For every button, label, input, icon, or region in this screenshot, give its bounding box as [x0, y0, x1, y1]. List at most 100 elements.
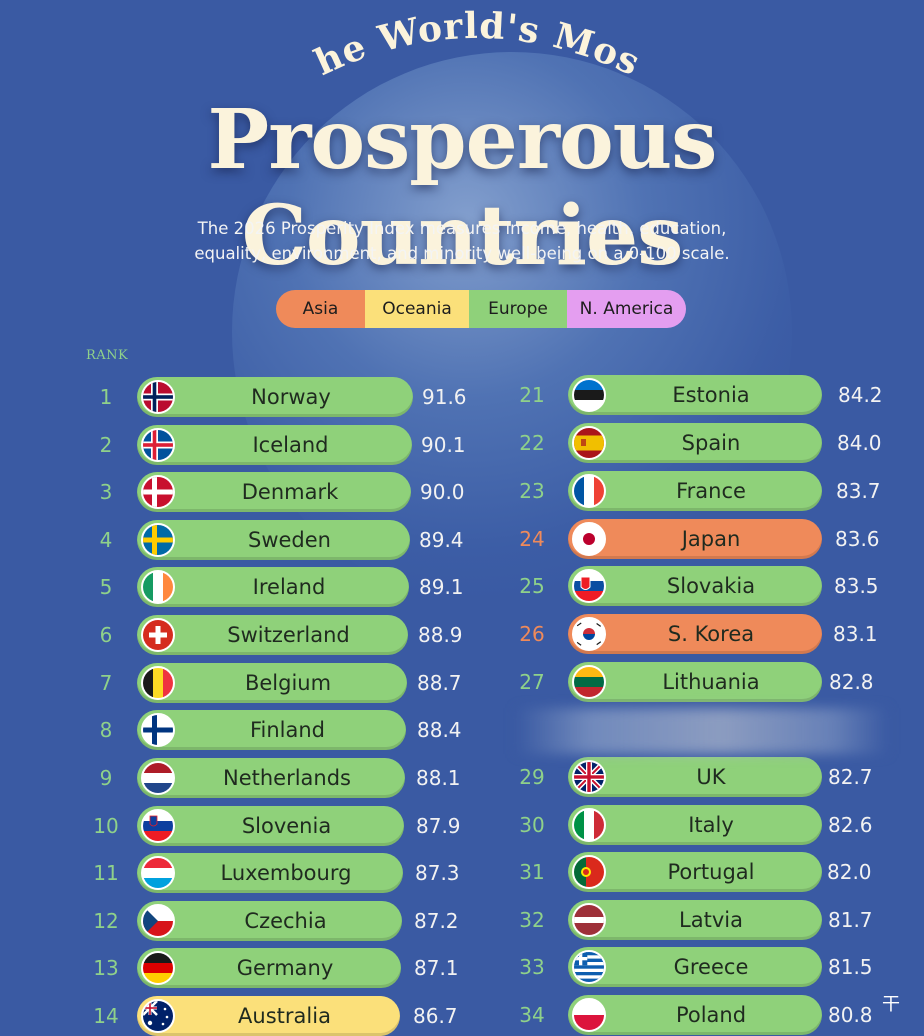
- country-pill: Spain: [568, 423, 822, 463]
- table-row: 10 Slovenia 87.9: [0, 806, 924, 846]
- rank-label: 24: [519, 527, 545, 551]
- rank-label: 30: [519, 813, 545, 837]
- score-label: 82.8: [829, 670, 874, 694]
- country-pill: Australia: [137, 996, 400, 1036]
- country-name: France: [676, 479, 746, 503]
- table-row: 29 UK 82.7: [0, 757, 924, 797]
- score-label: 83.5: [834, 574, 879, 598]
- score-label: 88.7: [417, 671, 462, 695]
- globe-background: [232, 52, 792, 612]
- country-name: Greece: [673, 955, 749, 979]
- main-title: Prosperous Countries: [207, 92, 718, 284]
- rank-label: 13: [93, 956, 119, 980]
- country-name: Germany: [236, 956, 334, 980]
- rank-label: 4: [99, 528, 113, 552]
- flag-slovenia-icon: [141, 809, 175, 843]
- country-name: Denmark: [241, 480, 339, 504]
- table-row: 26 S. Korea 83.1: [0, 614, 924, 654]
- country-name: Estonia: [672, 383, 750, 407]
- flag-czechia-icon: [141, 904, 175, 938]
- rank-label: 7: [99, 671, 113, 695]
- score-label: 81.7: [828, 908, 873, 932]
- table-row: 7 Belgium 88.7: [0, 663, 924, 703]
- flag-slovakia-icon: [572, 569, 606, 603]
- score-label: 80.8: [828, 1003, 873, 1027]
- rank-label: 23: [519, 479, 545, 503]
- flag-netherlands-icon: [141, 761, 175, 795]
- score-label: 87.1: [414, 956, 459, 980]
- score-label: 82.0: [827, 860, 872, 884]
- rank-label: 14: [93, 1004, 119, 1028]
- rank-label: 29: [519, 765, 545, 789]
- table-row: 27 Lithuania 82.8: [0, 662, 924, 702]
- rank-label: 21: [519, 383, 545, 407]
- subtitle-line-1: The 2026 Prosperity Index measures incom…: [197, 219, 727, 238]
- country-pill: Czechia: [137, 901, 402, 941]
- arc-title: The World's Most: [0, 0, 646, 84]
- score-label: 89.4: [419, 528, 464, 552]
- country-pill: Denmark: [137, 472, 411, 512]
- country-pill: Sweden: [137, 520, 410, 560]
- table-row: 33 Greece 81.5: [0, 947, 924, 987]
- country-name: Luxembourg: [220, 861, 352, 885]
- flag-uk-icon: [572, 760, 606, 794]
- subtitle: The 2026 Prosperity Index measures incom…: [150, 216, 774, 266]
- flag-norway-icon: [141, 380, 175, 414]
- legend-item-asia: Asia: [276, 290, 365, 328]
- flag-portugal-icon: [572, 855, 606, 889]
- flag-switzerland-icon: [141, 618, 175, 652]
- flag-sweden-icon: [141, 523, 175, 557]
- flag-latvia-icon: [572, 903, 606, 937]
- country-name: Czechia: [244, 909, 327, 933]
- rank-label: 32: [519, 908, 545, 932]
- score-label: 86.7: [413, 1004, 458, 1028]
- rank-label: 8: [99, 718, 113, 742]
- country-name: Slovenia: [241, 814, 332, 838]
- flag-spain-icon: [572, 426, 606, 460]
- score-label: 83.1: [833, 622, 878, 646]
- country-pill: Norway: [137, 377, 413, 417]
- country-name: Netherlands: [222, 766, 351, 790]
- country-name: Iceland: [252, 433, 329, 457]
- rank-label: 26: [519, 622, 545, 646]
- country-pill: Japan: [568, 519, 822, 559]
- table-row: 8 Finland 88.4: [0, 710, 924, 750]
- rank-label: 25: [519, 574, 545, 598]
- flag-estonia-icon: [572, 378, 606, 412]
- score-label: 83.6: [835, 527, 880, 551]
- country-pill: Latvia: [568, 900, 822, 940]
- table-row: 2 Iceland 90.1: [0, 425, 924, 465]
- rank-label: 9: [99, 766, 113, 790]
- flag-poland-icon: [572, 998, 606, 1032]
- country-pill: Italy: [568, 805, 822, 845]
- table-row: 21 Estonia 84.2: [0, 375, 924, 415]
- table-row: 14 Australia 86.7: [0, 996, 924, 1036]
- flag-luxembourg-icon: [141, 856, 175, 890]
- flag-italy-icon: [572, 808, 606, 842]
- rank-label: 5: [99, 575, 113, 599]
- table-row: 24 Japan 83.6: [0, 519, 924, 559]
- country-name: Spain: [681, 431, 741, 455]
- country-pill: Slovakia: [568, 566, 822, 606]
- country-name: UK: [696, 765, 726, 789]
- country-pill: Germany: [137, 948, 401, 988]
- score-label: 84.2: [838, 383, 883, 407]
- country-pill: Slovenia: [137, 806, 404, 846]
- table-row: 30 Italy 82.6: [0, 805, 924, 845]
- country-pill: Belgium: [137, 663, 407, 703]
- score-label: 87.2: [414, 909, 459, 933]
- flag-iceland-icon: [141, 428, 175, 462]
- table-row: 3 Denmark 90.0: [0, 472, 924, 512]
- flag-south-korea-icon: [572, 617, 606, 651]
- country-name: Ireland: [252, 575, 326, 599]
- rank-label: 34: [519, 1003, 545, 1027]
- table-row: 34 Poland 80.8: [0, 995, 924, 1035]
- legend-item-n-america: N. America: [567, 290, 686, 328]
- score-label: 88.4: [417, 718, 462, 742]
- country-name: Slovakia: [666, 574, 756, 598]
- score-label: 82.7: [828, 765, 873, 789]
- country-pill: UK: [568, 757, 822, 797]
- country-name: Switzerland: [227, 623, 350, 647]
- flag-ireland-icon: [141, 570, 175, 604]
- legend-item-europe: Europe: [469, 290, 567, 328]
